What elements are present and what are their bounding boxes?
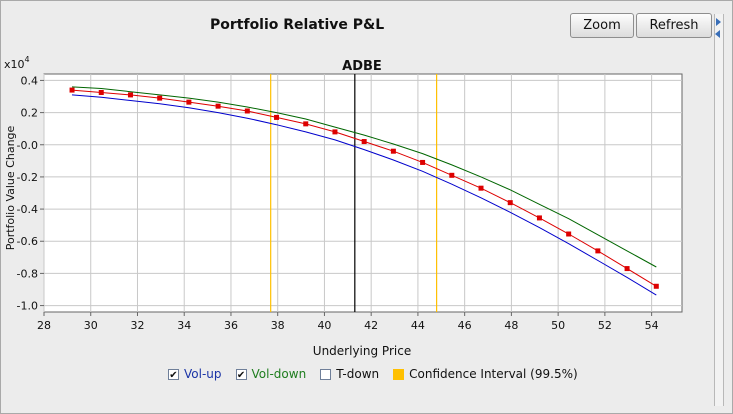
legend-vol-up[interactable]: ✔ Vol-up	[168, 367, 222, 381]
x-tick-label: 52	[598, 319, 612, 332]
tdown-point	[624, 266, 630, 272]
vol-down-checkbox[interactable]: ✔	[235, 368, 247, 381]
y-multiplier-exponent: 4	[25, 55, 30, 64]
y-tick-label: 0.4	[21, 74, 39, 87]
tdown-point	[303, 121, 309, 127]
tdown-point	[98, 89, 104, 95]
y-tick-label: 0.2	[21, 107, 39, 120]
y-axis-label: Portfolio Value Change	[4, 125, 17, 250]
x-tick-label: 54	[645, 319, 659, 332]
y-axis-ticks: 0.4 0.2 -0.0 -0.2 -0.4 -0.6 -0.8 -1.0	[17, 74, 44, 313]
y-tick-label: -0.6	[17, 235, 38, 248]
series-line-vol-up	[71, 94, 657, 296]
y-multiplier-base: x10	[4, 58, 25, 71]
x-tick-label: 38	[271, 319, 285, 332]
x-axis-label: Underlying Price	[313, 344, 411, 358]
tdown-point	[595, 248, 601, 254]
tdown-point	[274, 114, 280, 120]
x-tick-label: 46	[458, 319, 472, 332]
y-tick-label: -0.2	[17, 171, 38, 184]
tdown-point	[157, 95, 163, 101]
refresh-button[interactable]: Refresh	[636, 13, 712, 38]
tdown-points	[69, 87, 659, 289]
x-tick-label: 34	[177, 319, 191, 332]
tdown-point	[420, 159, 426, 165]
x-tick-label: 32	[130, 319, 144, 332]
tdown-point	[566, 231, 572, 237]
legend-confidence: Confidence Interval (99.5%)	[393, 367, 578, 381]
tdown-point	[536, 215, 542, 221]
y-tick-label: -1.0	[17, 300, 38, 313]
legend-tdown[interactable]: T-down	[320, 367, 379, 381]
legend-confidence-label: Confidence Interval (99.5%)	[409, 367, 578, 381]
x-axis-ticks: 28 30 32 34 36 38 40 42 44 46 48 50 52 54	[37, 312, 659, 332]
reference-lines	[270, 74, 438, 312]
x-tick-label: 30	[84, 319, 98, 332]
tdown-point	[332, 129, 338, 135]
panel-title: Portfolio Relative P&L	[210, 17, 385, 33]
tdown-point	[127, 92, 133, 98]
tdown-point	[449, 172, 455, 178]
x-tick-label: 28	[37, 319, 51, 332]
tdown-point	[215, 103, 221, 109]
tdown-point	[244, 108, 250, 114]
grid-lines	[43, 74, 682, 312]
series-line-vol-down	[71, 86, 657, 268]
tdown-point	[390, 148, 396, 154]
tdown-checkbox[interactable]	[320, 368, 332, 380]
x-tick-label: 48	[504, 319, 518, 332]
vol-up-checkbox[interactable]: ✔	[168, 368, 179, 381]
tdown-point	[186, 99, 192, 105]
x-tick-label: 36	[224, 319, 238, 332]
legend-vol-up-label: Vol-up	[184, 367, 222, 381]
legend-vol-down-label: Vol-down	[251, 367, 307, 381]
zoom-button[interactable]: Zoom	[570, 13, 634, 38]
y-tick-label: -0.4	[17, 203, 38, 216]
scroll-left-arrow-icon[interactable]	[715, 30, 720, 38]
x-tick-label: 50	[551, 319, 565, 332]
legend: ✔ Vol-up ✔ Vol-down T-down Confidence In…	[168, 366, 592, 382]
tdown-point	[361, 139, 367, 145]
x-tick-label: 40	[317, 319, 331, 332]
legend-tdown-label: T-down	[336, 367, 380, 381]
legend-vol-down[interactable]: ✔ Vol-down	[235, 367, 307, 381]
tdown-point	[653, 283, 659, 289]
tdown-point	[69, 87, 75, 93]
tdown-point	[478, 185, 484, 191]
tdown-point	[507, 200, 513, 206]
scroll-strip[interactable]	[714, 14, 724, 406]
y-tick-label: -0.0	[17, 139, 38, 152]
y-tick-label: -0.8	[17, 267, 38, 280]
chart-title: ADBE	[342, 59, 382, 74]
plot-area	[43, 73, 683, 313]
y-multiplier: x104	[4, 55, 30, 71]
x-tick-label: 42	[364, 319, 378, 332]
confidence-swatch-icon	[393, 368, 405, 380]
x-tick-label: 44	[411, 319, 425, 332]
scroll-right-arrow-icon[interactable]	[716, 18, 721, 26]
